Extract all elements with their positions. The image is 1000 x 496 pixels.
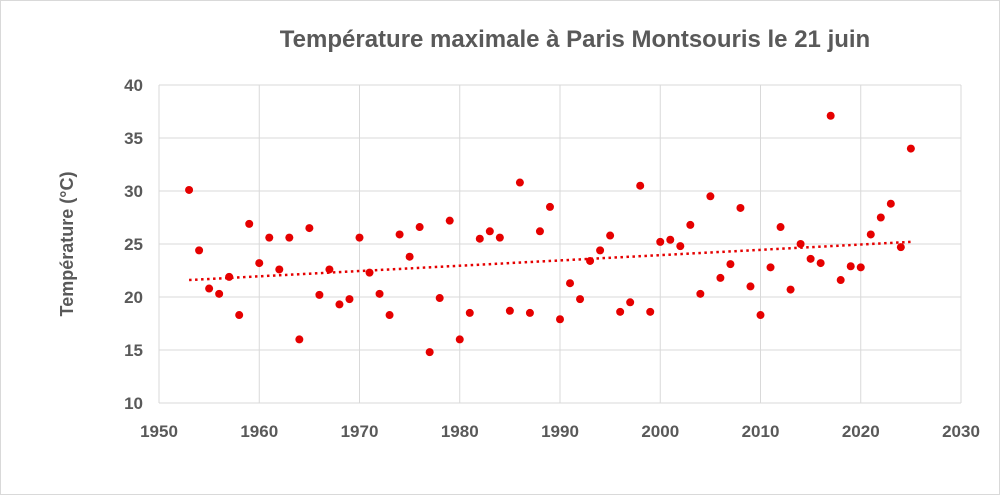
data-point	[776, 223, 785, 232]
data-point	[285, 233, 294, 242]
data-point	[756, 311, 765, 320]
data-point	[636, 181, 645, 190]
y-axis-label: Température (°C)	[57, 172, 77, 317]
data-point	[335, 300, 344, 309]
y-axis-ticks: 10 15 20 25 30 35 40	[124, 76, 143, 413]
data-point	[195, 246, 204, 255]
data-point	[355, 233, 364, 242]
data-point	[896, 243, 905, 252]
data-point	[315, 290, 324, 299]
data-point	[265, 233, 274, 242]
data-point	[495, 233, 504, 242]
data-point	[706, 192, 715, 201]
data-point	[485, 227, 494, 236]
data-points	[185, 111, 915, 357]
data-point	[415, 223, 424, 232]
data-point	[325, 265, 334, 274]
data-point	[846, 262, 855, 271]
data-point	[545, 202, 554, 211]
data-point	[736, 203, 745, 212]
x-tick-label: 1960	[240, 422, 278, 441]
data-point	[305, 224, 314, 233]
chart-title: Température maximale à Paris Montsouris …	[280, 26, 870, 53]
data-point	[556, 315, 564, 324]
y-tick-label: 10	[124, 394, 143, 413]
data-point	[566, 279, 575, 288]
data-point	[525, 308, 534, 317]
data-point	[225, 272, 234, 281]
data-point	[876, 213, 885, 222]
data-point	[425, 348, 434, 357]
y-tick-label: 25	[124, 235, 143, 254]
x-tick-label: 1970	[341, 422, 379, 441]
y-tick-label: 40	[124, 76, 143, 95]
data-point	[395, 230, 404, 239]
data-point	[255, 259, 264, 268]
data-point	[345, 295, 354, 304]
data-point	[205, 284, 214, 293]
data-point	[626, 298, 635, 307]
y-tick-label: 35	[124, 129, 143, 148]
data-point	[405, 252, 414, 261]
data-point	[576, 295, 585, 304]
data-point	[185, 185, 194, 194]
x-tick-label: 2020	[842, 422, 880, 441]
data-point	[676, 242, 685, 251]
data-point	[646, 307, 655, 316]
trendline	[189, 240, 911, 282]
data-point	[505, 306, 514, 315]
data-point	[816, 259, 825, 268]
data-point	[295, 335, 304, 344]
x-tick-label: 1980	[441, 422, 479, 441]
data-point	[786, 285, 795, 294]
data-point	[886, 199, 895, 208]
data-point	[796, 240, 805, 248]
data-point	[275, 265, 284, 274]
data-point	[726, 260, 735, 269]
data-point	[465, 308, 474, 317]
data-point	[435, 294, 444, 303]
data-point	[656, 237, 665, 246]
x-axis-ticks: 1950 1960 1970 1980 1990 2000 2010 2020 2030	[140, 422, 980, 441]
x-tick-label: 2030	[942, 422, 980, 441]
y-tick-label: 30	[124, 182, 143, 201]
data-point	[445, 216, 454, 225]
data-point	[596, 246, 605, 255]
x-tick-label: 1950	[140, 422, 178, 441]
trendline-path	[189, 240, 911, 282]
data-point	[515, 178, 524, 187]
data-point	[906, 144, 915, 153]
y-tick-label: 15	[124, 341, 143, 360]
data-point	[666, 235, 675, 244]
data-point	[535, 227, 544, 236]
data-point	[385, 311, 394, 320]
data-point	[686, 220, 695, 229]
data-point	[245, 219, 254, 228]
data-point	[716, 273, 725, 282]
data-point	[826, 111, 835, 120]
data-point	[606, 231, 615, 240]
data-point	[766, 263, 775, 272]
data-point	[455, 335, 464, 344]
data-point	[235, 311, 244, 320]
data-point	[375, 289, 384, 298]
y-tick-label: 20	[124, 288, 143, 307]
data-point	[215, 289, 224, 298]
data-point	[806, 254, 815, 263]
data-point	[586, 256, 595, 265]
gridlines	[158, 84, 962, 404]
x-tick-label: 2010	[742, 422, 780, 441]
data-point	[475, 234, 484, 243]
data-point	[616, 307, 625, 316]
x-tick-label: 2000	[641, 422, 679, 441]
data-point	[856, 263, 865, 272]
data-point	[746, 282, 755, 291]
x-tick-label: 1990	[541, 422, 579, 441]
data-point	[836, 276, 845, 285]
data-point	[866, 230, 875, 239]
data-point	[365, 268, 374, 277]
data-point	[696, 289, 705, 298]
